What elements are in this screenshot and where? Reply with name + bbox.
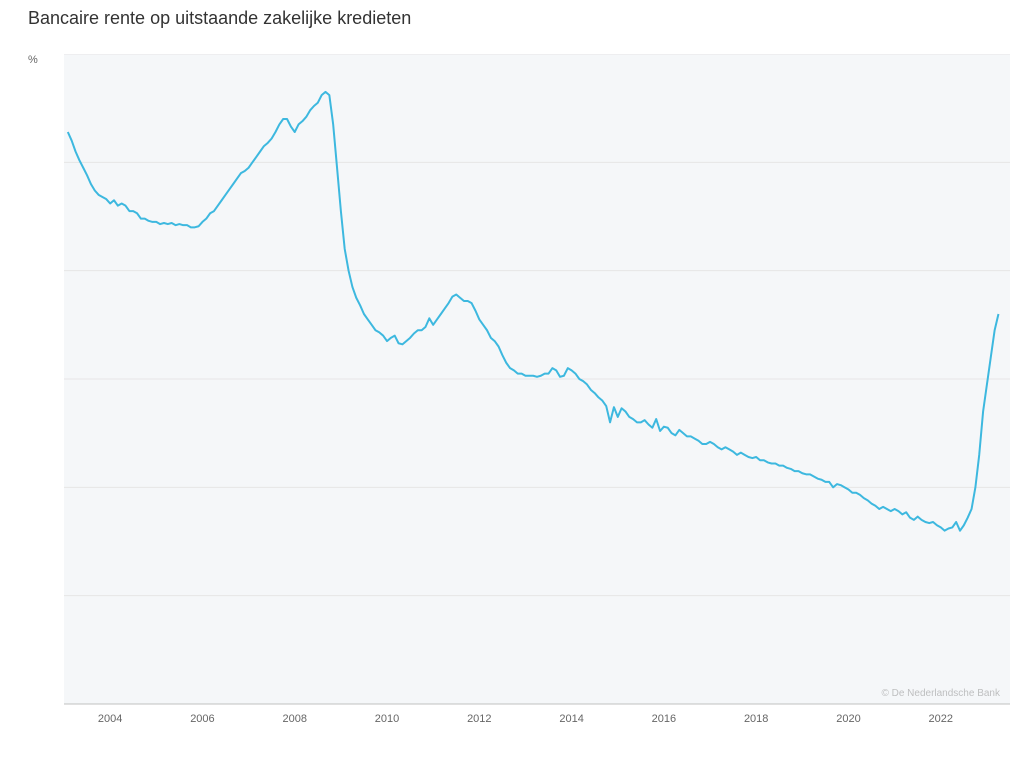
x-tick-label: 2022 [929,713,953,725]
y-axis-unit-label: % [28,54,38,66]
x-tick-label: 2016 [652,713,676,725]
x-tick-label: 2006 [190,713,214,725]
x-tick-label: 2012 [467,713,491,725]
watermark-text: © De Nederlandsche Bank [881,688,1001,699]
x-tick-label: 2010 [375,713,399,725]
chart-plot-area: 0123456200420062008201020122014201620182… [64,54,1010,734]
chart-title: Bancaire rente op uitstaande zakelijke k… [28,8,411,29]
x-tick-label: 2020 [836,713,860,725]
chart-container: Bancaire rente op uitstaande zakelijke k… [0,0,1024,776]
x-tick-label: 2004 [98,713,122,725]
x-tick-label: 2018 [744,713,768,725]
x-tick-label: 2014 [559,713,583,725]
x-tick-label: 2008 [282,713,306,725]
